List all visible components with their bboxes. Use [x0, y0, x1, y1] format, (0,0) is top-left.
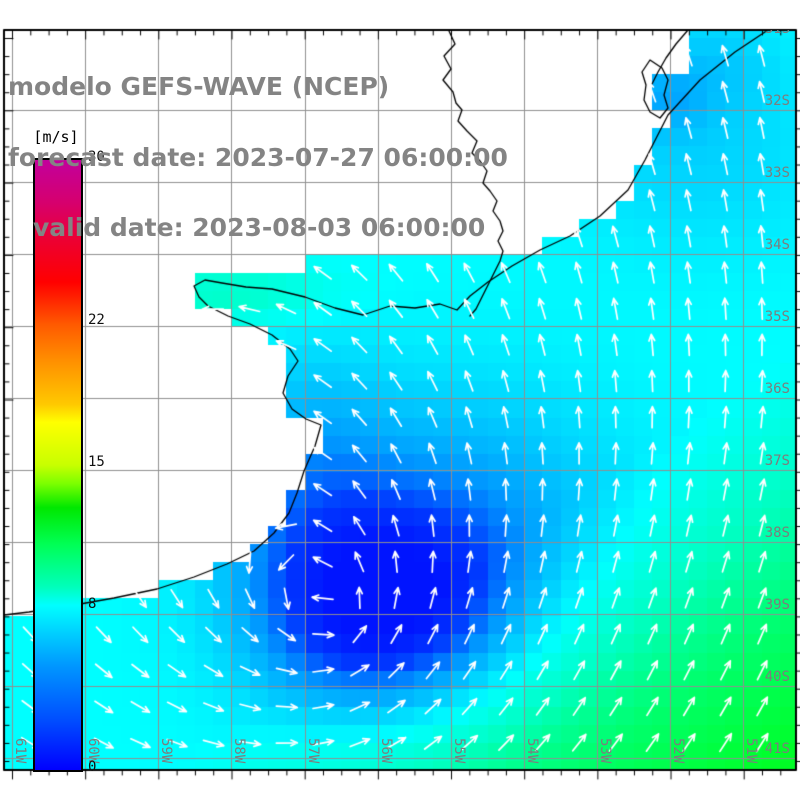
colorbar — [33, 158, 83, 772]
model-title: modelo GEFS-WAVE (NCEP) — [8, 72, 390, 101]
forecast-date: forecast date: 2023-07-27 06:00:00 — [8, 142, 508, 172]
colorbar-tick-label: 0 — [88, 759, 97, 775]
colorbar-tick-label: 22 — [88, 311, 105, 328]
colorbar-tick-label: 8 — [88, 596, 97, 613]
colorbar-tick-label: 30 — [88, 149, 105, 165]
colorbar-unit-label: [m/s] — [33, 128, 79, 146]
colorbar-tick-label: 15 — [88, 454, 105, 470]
valid-date: valid date: 2023-08-03 06:00:00 — [33, 213, 486, 242]
title-block: modelo GEFS-WAVE (NCEP) forecast date: 2… — [0, 28, 508, 287]
